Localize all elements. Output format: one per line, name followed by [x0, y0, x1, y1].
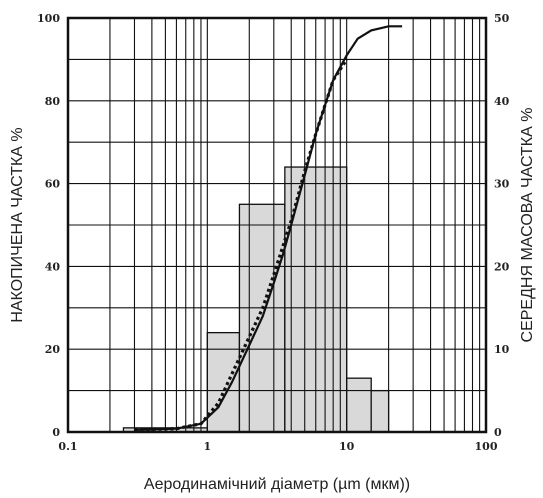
solid-cumulative-curve	[134, 25, 403, 431]
x-tick-label: 10	[339, 440, 355, 453]
y-tick-label-right: 40	[494, 95, 510, 108]
y-tick-label-right: 20	[494, 260, 510, 273]
y-tick-label-left: 0	[52, 426, 60, 439]
y-tick-label-left: 60	[45, 178, 61, 191]
x-tick-label: 0.1	[58, 440, 77, 453]
histogram-layer	[122, 166, 390, 433]
y-tick-label-left: 100	[37, 12, 60, 25]
x-tick-label: 100	[475, 440, 498, 453]
y-tick-label-left: 40	[45, 260, 61, 273]
y-tick-label-right: 30	[494, 178, 510, 191]
histogram-bar	[346, 377, 372, 433]
histogram-bar	[370, 389, 390, 433]
y-axis-title-left: НАКОПИЧЕНА ЧАСТКА %	[9, 127, 26, 322]
y-tick-label-right: 10	[494, 343, 510, 356]
plot-frame	[66, 16, 488, 434]
y-tick-label-right: 50	[494, 12, 510, 25]
y-axis-title-right: СЕРЕДНЯ МАСОВА ЧАСТКА %	[519, 108, 536, 343]
y-tick-label-right: 0	[494, 426, 502, 439]
y-tick-label-left: 80	[45, 95, 61, 108]
x-axis-title: Аеродинамічний діаметр (µm (мкм))	[144, 476, 410, 493]
curve-layer	[134, 25, 403, 432]
histogram-bar	[206, 331, 241, 433]
y-tick-label-left: 20	[45, 343, 61, 356]
x-tick-label: 1	[204, 440, 212, 453]
